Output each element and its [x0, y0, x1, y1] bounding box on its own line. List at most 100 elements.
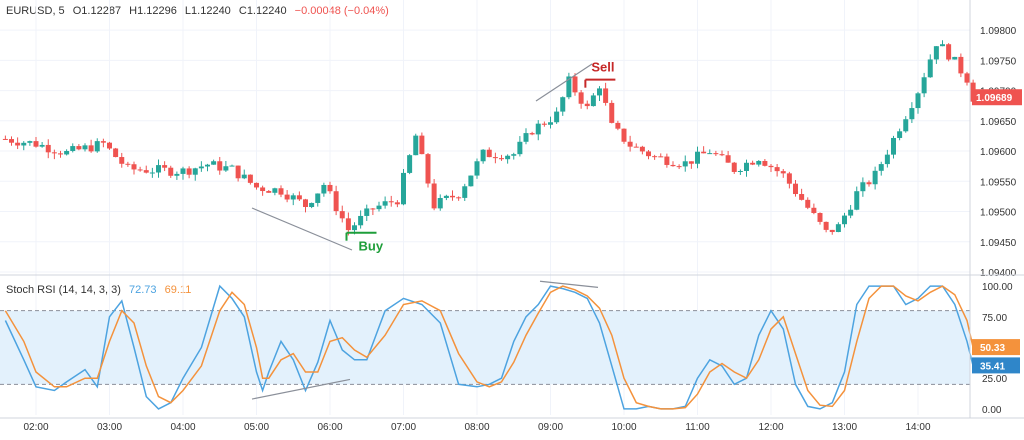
bullish-candle — [884, 154, 890, 165]
bullish-candle — [952, 56, 958, 60]
bearish-candle — [88, 145, 94, 152]
bearish-candle — [431, 183, 437, 209]
rsi-tick-label: 25.00 — [982, 374, 1007, 385]
indicator-name[interactable]: Stoch RSI (14, 14, 3, 3) — [6, 284, 121, 296]
rsi-divergence-line-buy — [251, 378, 351, 400]
bullish-candle — [682, 161, 688, 167]
bearish-candle — [823, 221, 829, 230]
open-value: O1.12287 — [72, 5, 122, 17]
bullish-candle — [223, 166, 229, 171]
bullish-candle — [523, 133, 529, 142]
bearish-candle — [266, 191, 272, 193]
symbol-label[interactable]: EURUSD, 5 — [6, 5, 65, 17]
bearish-candle — [774, 167, 780, 172]
bullish-candle — [443, 195, 449, 199]
k-value-badge — [972, 357, 1020, 374]
bullish-candle — [933, 46, 939, 60]
bullish-candle — [315, 193, 321, 203]
bullish-candle — [94, 141, 100, 152]
bullish-candle — [27, 141, 33, 143]
bearish-candle — [701, 151, 707, 154]
bullish-candle — [566, 76, 572, 98]
bullish-candle — [407, 155, 413, 173]
bearish-candle — [284, 194, 290, 200]
time-tick-label: 11:00 — [685, 422, 710, 433]
bearish-candle — [456, 197, 462, 199]
time-tick-label: 02:00 — [23, 422, 48, 433]
bullish-candle — [180, 168, 186, 174]
bullish-candle — [321, 184, 327, 194]
bullish-candle — [560, 97, 566, 112]
stoch-rsi-band — [0, 310, 970, 385]
bearish-candle — [394, 202, 400, 205]
trade-annotations: Buy Sell — [251, 60, 616, 400]
bullish-candle — [927, 59, 933, 78]
bullish-candle — [891, 137, 896, 155]
bearish-candle — [676, 166, 682, 168]
bearish-candle — [621, 128, 627, 142]
bullish-candle — [149, 172, 155, 174]
bearish-candle — [499, 158, 504, 160]
bearish-candle — [572, 76, 578, 93]
time-tick-label: 13:00 — [832, 422, 857, 433]
bullish-candle — [437, 198, 443, 209]
bearish-candle — [829, 229, 835, 233]
bearish-candle — [768, 165, 774, 168]
bearish-candle — [419, 135, 425, 155]
bullish-candle — [474, 161, 480, 176]
price-tick-label: 1.09450 — [980, 238, 1017, 249]
time-tick-label: 06:00 — [317, 422, 342, 433]
bullish-candle — [695, 151, 700, 164]
bearish-candle — [186, 168, 192, 175]
bearish-candle — [639, 146, 645, 152]
bullish-candle — [744, 162, 749, 171]
bullish-candle — [915, 93, 921, 109]
bearish-candle — [652, 156, 658, 158]
bullish-candle — [897, 131, 903, 138]
rsi-divergence-line-sell — [539, 280, 599, 288]
bullish-candle — [382, 201, 388, 206]
bullish-candle — [364, 208, 370, 216]
bearish-candle — [327, 184, 333, 192]
bearish-candle — [168, 167, 174, 176]
bearish-candle — [260, 187, 266, 192]
bullish-candle — [352, 225, 357, 231]
bullish-candle — [505, 155, 511, 160]
bullish-candle — [462, 186, 468, 198]
bearish-candle — [339, 211, 345, 219]
bearish-candle — [578, 92, 584, 104]
bullish-candle — [401, 172, 406, 205]
bearish-candle — [162, 165, 168, 168]
bearish-candle — [254, 182, 259, 188]
bullish-candle — [872, 170, 878, 185]
bearish-candle — [805, 199, 811, 208]
bullish-candle — [82, 145, 88, 150]
bearish-candle — [247, 174, 253, 183]
bearish-candle — [107, 142, 112, 149]
bearish-candle — [486, 149, 492, 158]
bullish-candle — [229, 165, 235, 167]
bearish-candle — [296, 195, 302, 200]
price-divergence-line-sell — [535, 63, 593, 102]
rsi-tick-label: 75.00 — [982, 313, 1007, 324]
bullish-candle — [39, 144, 45, 147]
time-tick-label: 09:00 — [538, 422, 563, 433]
k-value: 72.73 — [129, 284, 157, 296]
bullish-candle — [156, 165, 161, 173]
bearish-candle — [235, 165, 241, 179]
bullish-candle — [860, 182, 866, 192]
bullish-candle — [480, 149, 486, 162]
bearish-candle — [9, 139, 14, 143]
price-tick-label: 1.09600 — [980, 147, 1017, 158]
bullish-candle — [535, 123, 541, 135]
bearish-candle — [584, 103, 590, 107]
bearish-candle — [615, 122, 621, 129]
time-tick-label: 12:00 — [758, 422, 783, 433]
bearish-candle — [217, 161, 223, 171]
bearish-candle — [76, 146, 82, 150]
bullish-candle — [198, 166, 204, 169]
bearish-candle — [113, 148, 119, 158]
bearish-candle — [811, 207, 817, 214]
bearish-candle — [713, 153, 719, 155]
